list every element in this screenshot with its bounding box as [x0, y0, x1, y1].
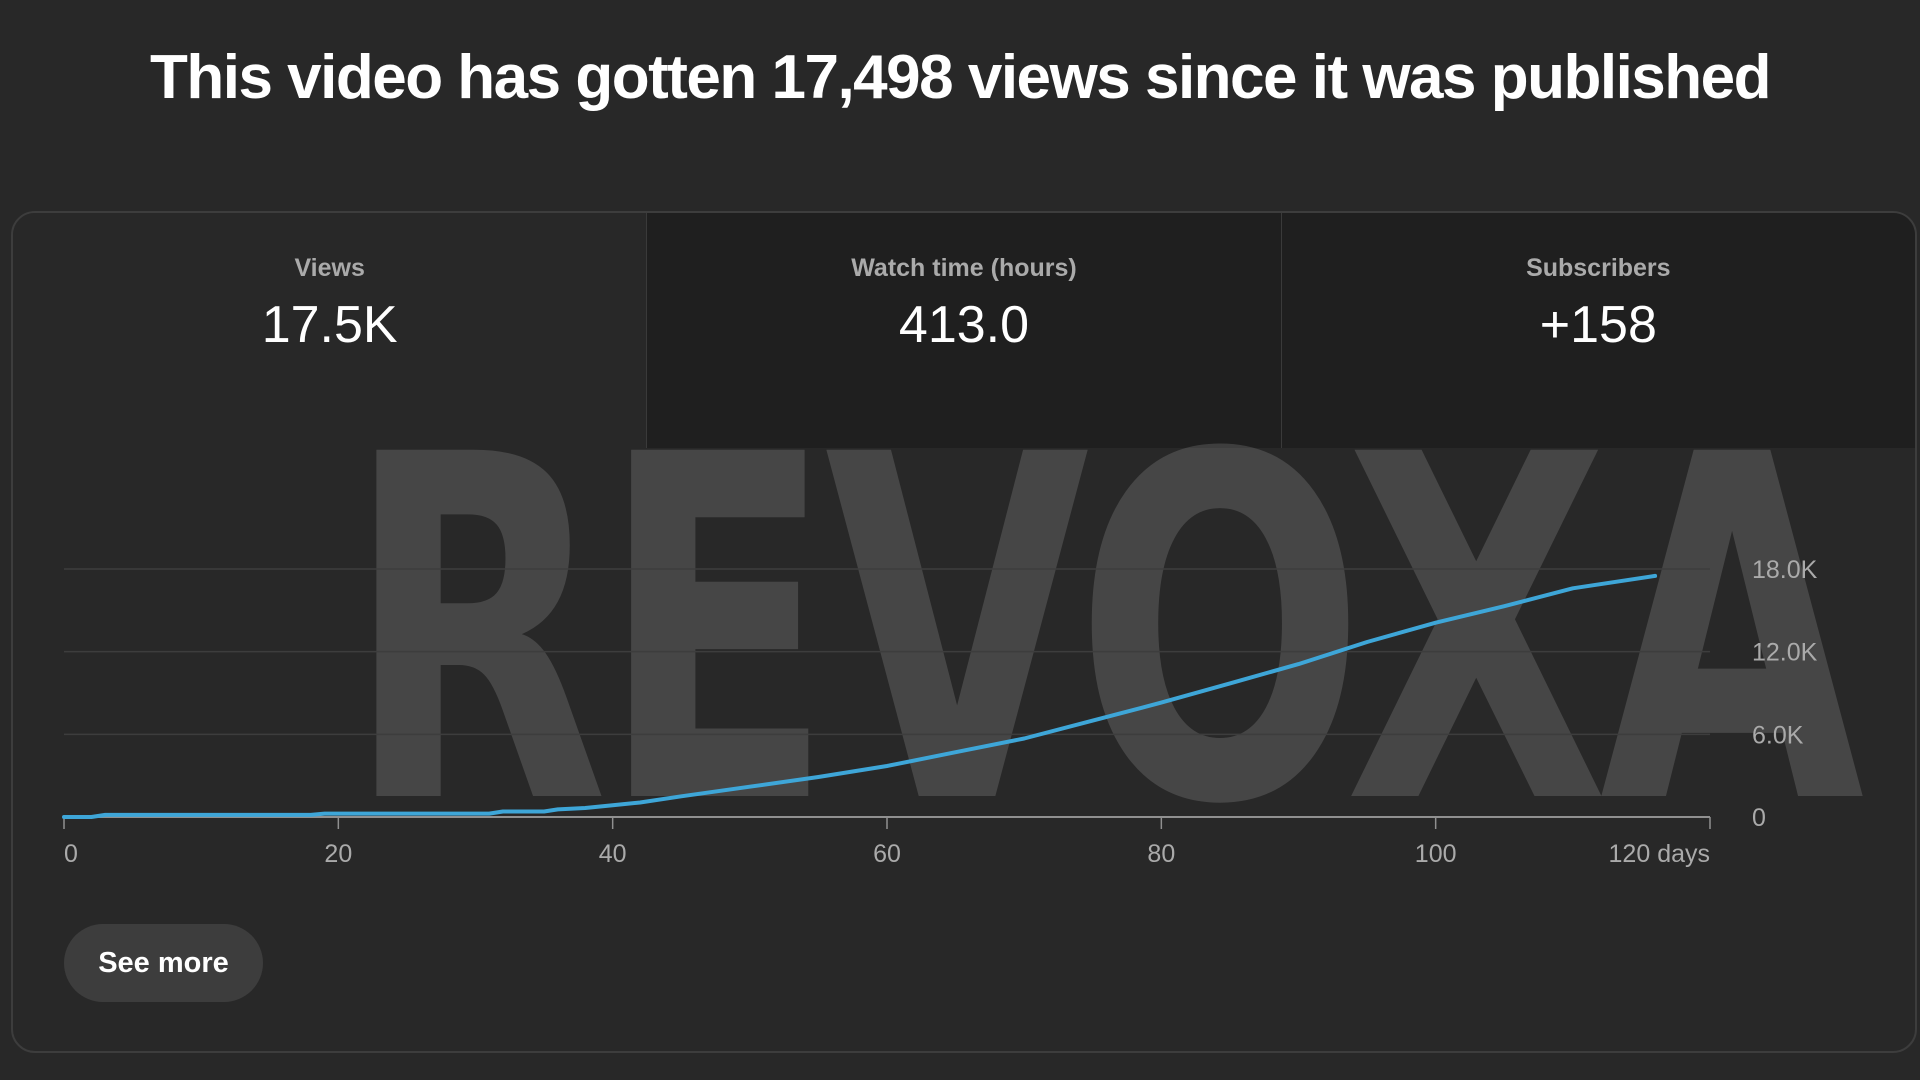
y-tick-label: 12.0K [1752, 639, 1818, 667]
tab-subscribers[interactable]: Subscribers +158 [1280, 213, 1915, 448]
x-tick-label: 40 [599, 840, 627, 868]
x-tick-label: 20 [324, 840, 352, 868]
tab-watch-time[interactable]: Watch time (hours) 413.0 [646, 213, 1281, 448]
tab-views[interactable]: Views 17.5K [13, 213, 647, 448]
tab-watch-time-value: 413.0 [898, 296, 1030, 354]
metric-tabs: Views 17.5K Watch time (hours) 413.0 Sub… [13, 213, 1915, 448]
see-more-button[interactable]: See more [64, 924, 263, 1002]
y-tick-label: 0 [1752, 804, 1766, 832]
page-headline: This video has gotten 17,498 views since… [149, 43, 1772, 112]
y-tick-label: 6.0K [1752, 721, 1804, 749]
x-tick-label: 0 [64, 840, 78, 868]
tab-views-value: 17.5K [261, 296, 398, 354]
x-tick-label: 60 [873, 840, 901, 868]
views-series-line [62, 573, 1658, 819]
x-tick-label: 80 [1147, 840, 1175, 868]
tab-subscribers-value: +158 [1539, 296, 1657, 354]
x-tick-label: 100 [1415, 840, 1457, 868]
tab-views-label: Views [294, 254, 365, 282]
tab-watch-time-label: Watch time (hours) [851, 254, 1077, 282]
x-tick-label: 120 days [1609, 840, 1710, 868]
y-tick-label: 18.0K [1752, 556, 1818, 584]
tab-subscribers-label: Subscribers [1526, 254, 1671, 282]
analytics-card: Views 17.5K Watch time (hours) 413.0 Sub… [11, 211, 1917, 1053]
